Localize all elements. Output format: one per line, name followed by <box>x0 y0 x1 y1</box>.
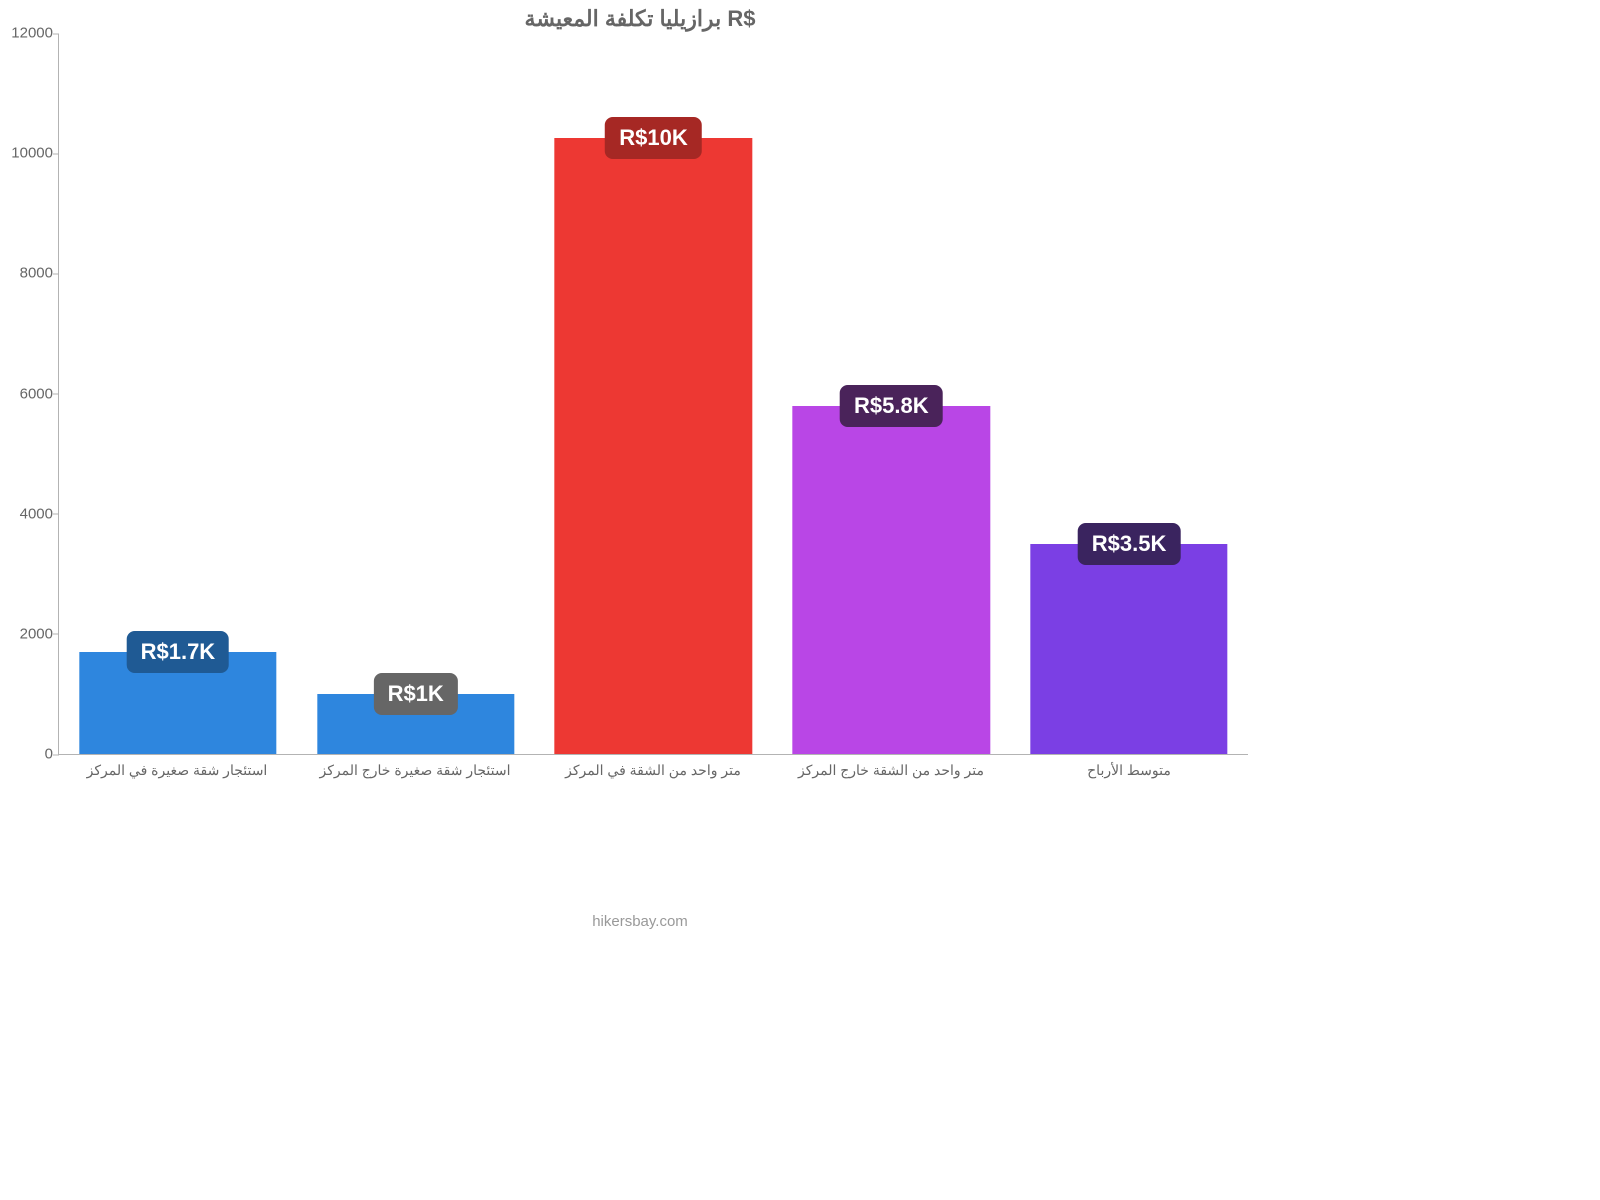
x-label: متوسط الأرباح <box>1010 762 1248 779</box>
bar-slot: R$1.7K <box>59 34 297 754</box>
y-tick: 2000 <box>9 625 53 642</box>
x-axis-labels: استئجار شقة صغيرة في المركزاستئجار شقة ص… <box>58 762 1248 779</box>
bar <box>555 138 752 754</box>
bar-slot: R$3.5K <box>1010 34 1248 754</box>
bar-slot: R$10K <box>535 34 773 754</box>
value-badge: R$3.5K <box>1078 523 1181 565</box>
chart-title: برازيليا تكلفة المعيشة R$ <box>0 6 1280 32</box>
x-label: متر واحد من الشقة خارج المركز <box>772 762 1010 779</box>
y-tick: 12000 <box>9 25 53 42</box>
value-badge: R$5.8K <box>840 385 943 427</box>
attribution: hikersbay.com <box>0 913 1280 930</box>
y-tick: 10000 <box>9 145 53 162</box>
bar-slot: R$5.8K <box>772 34 1010 754</box>
bars-container: R$1.7K R$1K R$10K R$5.8K R$3.5K <box>59 34 1248 754</box>
y-tick: 6000 <box>9 385 53 402</box>
value-badge: R$1.7K <box>127 631 230 673</box>
x-label: متر واحد من الشقة في المركز <box>534 762 772 779</box>
y-tick: 4000 <box>9 505 53 522</box>
x-label: استئجار شقة صغيرة خارج المركز <box>296 762 534 779</box>
bar-slot: R$1K <box>297 34 535 754</box>
value-badge: R$1K <box>374 673 458 715</box>
plot-area: R$1.7KR$1KR$10KR$5.8KR$3.5K 020004000600… <box>58 34 1248 755</box>
x-label: استئجار شقة صغيرة في المركز <box>58 762 296 779</box>
y-tick: 0 <box>9 746 53 763</box>
bar <box>1030 544 1227 754</box>
bar <box>793 406 990 754</box>
cost-of-living-chart: برازيليا تكلفة المعيشة R$ R$1.7K R$1K R$10… <box>0 0 1280 960</box>
y-tick: 8000 <box>9 265 53 282</box>
value-badge: R$10K <box>605 117 701 159</box>
